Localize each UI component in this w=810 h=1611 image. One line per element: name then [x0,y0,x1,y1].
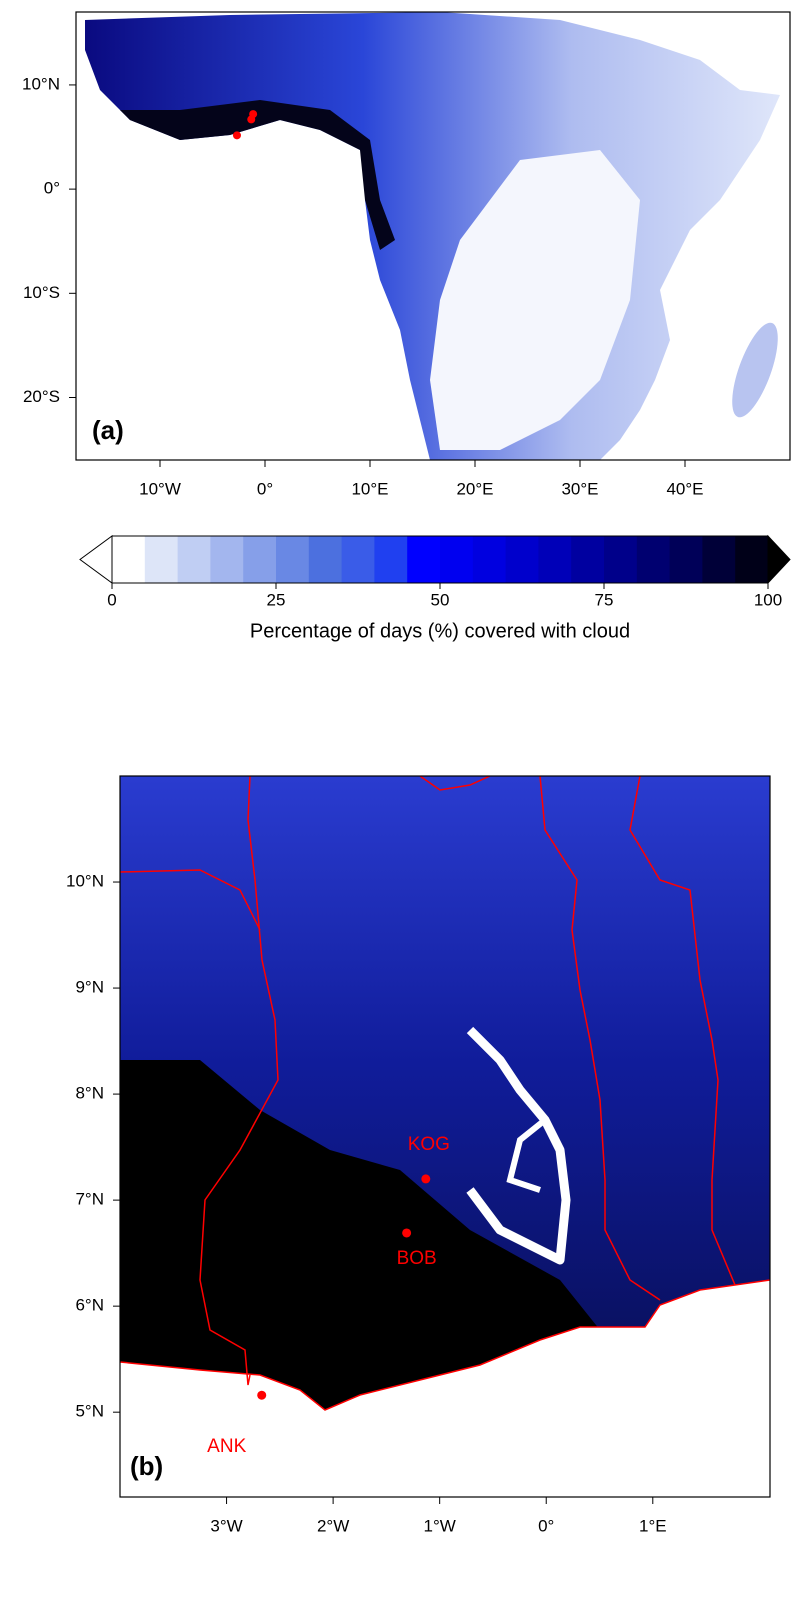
station-marker [257,1390,267,1400]
x-tick-label: 10°W [139,479,181,498]
map-a [85,12,780,460]
colorbar-tick-label: 25 [267,590,286,609]
colorbar-bin [210,536,244,583]
colorbar-bin [669,536,703,583]
x-tick-label: 1°E [639,1516,667,1535]
colorbar-bin [735,536,769,583]
y-tick-label: 7°N [75,1190,104,1209]
colorbar-extension [767,534,791,585]
x-tick-label: 2°W [317,1516,349,1535]
y-tick-label: 6°N [75,1296,104,1315]
y-tick-label: 0° [44,179,60,198]
x-tick-label: 1°W [424,1516,456,1535]
colorbar-bin [177,536,211,583]
frame-b [119,775,771,1498]
x-tick-label: 20°E [456,479,493,498]
colorbar-bin [538,536,572,583]
colorbar-bin [505,536,539,583]
colorbar-label: Percentage of days (%) covered with clou… [250,620,630,642]
station-label: BOB [397,1248,437,1269]
colorbar-extension [79,535,113,584]
x-tick-label: 40°E [666,479,703,498]
station-marker [402,1228,412,1238]
colorbar-bin [702,536,736,583]
station-marker [421,1174,431,1184]
colorbar-bin [341,536,375,583]
y-tick-label: 9°N [75,978,104,997]
colorbar-bin [636,536,671,583]
colorbar-bin [308,536,343,583]
colorbar-bin [144,536,179,583]
colorbar-bin [374,536,408,583]
map-b [120,776,770,1497]
y-tick-label: 8°N [75,1084,104,1103]
y-tick-label: 10°S [23,283,60,302]
panel-label: (b) [130,1451,163,1481]
panel-label: (a) [92,415,124,445]
station-label: KOG [408,1134,450,1155]
colorbar-bin [472,536,507,583]
x-tick-label: 30°E [561,479,598,498]
y-tick-label: 10°N [66,872,104,891]
y-tick-label: 10°N [22,74,60,93]
colorbar-tick-label: 0 [107,590,116,609]
colorbar-bin [243,536,277,583]
x-tick-label: 10°E [351,479,388,498]
colorbar-tick-label: 100 [754,590,782,609]
y-tick-label: 20°S [23,387,60,406]
colorbar-bin [112,536,146,583]
y-tick-label: 5°N [75,1402,104,1421]
station-label: ANK [207,1436,246,1457]
colorbar-bin [571,536,605,583]
colorbar-tick-label: 50 [431,590,450,609]
station-marker [232,131,241,140]
colorbar-bin [440,536,474,583]
station-marker [247,115,256,124]
x-tick-label: 0° [257,479,273,498]
x-tick-label: 3°W [210,1516,242,1535]
colorbar-tick-label: 75 [595,590,614,609]
colorbar-bin [407,536,441,583]
colorbar-bin [276,536,310,583]
x-tick-label: 0° [538,1516,554,1535]
colorbar-bin [604,536,638,583]
frame-a [75,11,791,461]
